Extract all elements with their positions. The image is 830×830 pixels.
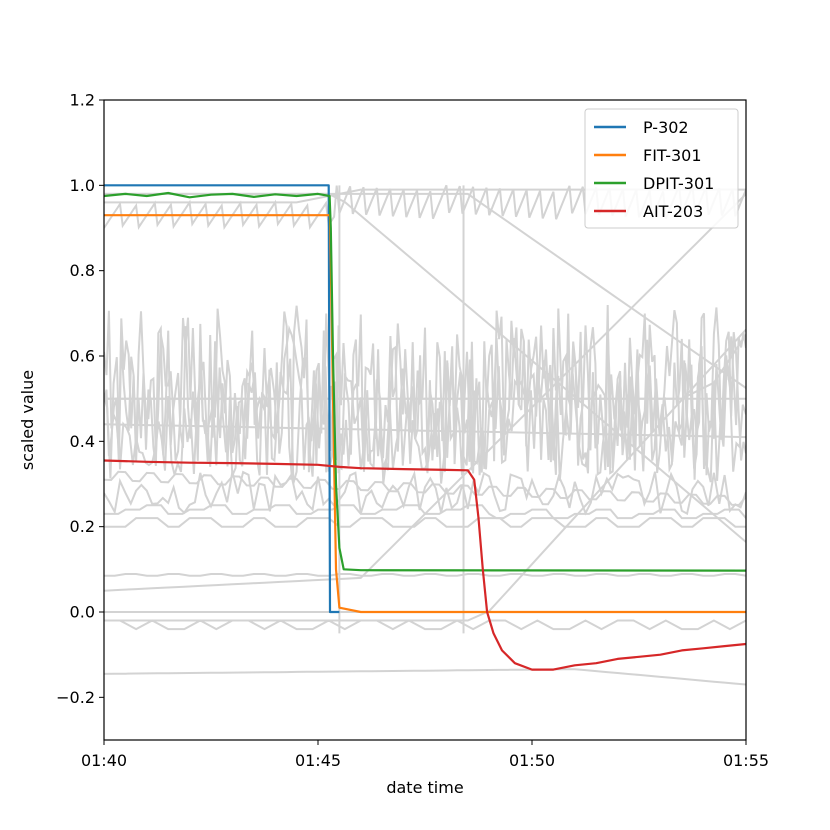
- y-tick-label: 1.2: [70, 91, 95, 110]
- x-axis-label: date time: [386, 778, 463, 797]
- legend-box: [584, 108, 739, 229]
- series-line-dpit-301: [104, 191, 746, 572]
- y-tick-label: 1.0: [70, 176, 95, 195]
- y-tick-label: −0.2: [56, 688, 95, 707]
- y-axis-label: scaled value: [18, 370, 37, 470]
- background-series-line: [104, 573, 746, 577]
- series-line-ait-203: [104, 459, 746, 671]
- data-series-group: [104, 184, 746, 671]
- background-series-line: [104, 328, 746, 622]
- y-tick-label: 0.4: [70, 432, 95, 451]
- legend-label: FIT-301: [643, 146, 702, 165]
- background-series-line: [104, 668, 746, 686]
- background-series-line: [104, 470, 746, 507]
- legend-label: P-302: [643, 118, 689, 137]
- plot-frame: [103, 99, 747, 741]
- background-series-line: [104, 423, 746, 439]
- background-series-line: [104, 193, 746, 592]
- legend-label: AIT-203: [643, 202, 703, 221]
- background-series-line: [104, 517, 746, 528]
- x-tick-label: 01:45: [295, 751, 341, 770]
- background-series-line: [104, 504, 746, 520]
- x-tick-label: 01:50: [509, 751, 555, 770]
- y-tick-label: 0.8: [70, 261, 95, 280]
- background-series-line: [104, 334, 746, 400]
- y-tick-label: 0.6: [70, 347, 95, 366]
- legend-label: DPIT-301: [643, 174, 714, 193]
- y-tick-label: 0.2: [70, 517, 95, 536]
- x-tick-label: 01:55: [723, 751, 769, 770]
- x-tick-label: 01:40: [81, 751, 127, 770]
- background-series-group: [104, 184, 746, 686]
- series-line-p-302: [104, 184, 340, 614]
- legend: P-302 FIT-301 DPIT-301 AIT-203: [584, 108, 739, 229]
- y-tick-label: 0.0: [70, 603, 95, 622]
- background-series-line: [104, 619, 746, 631]
- background-series-line: [104, 304, 746, 476]
- y-axis: −0.2 0.0 0.2 0.4 0.6 0.8 1.0 1.2: [56, 91, 104, 707]
- x-axis: 01:40 01:45 01:50 01:55: [81, 740, 769, 770]
